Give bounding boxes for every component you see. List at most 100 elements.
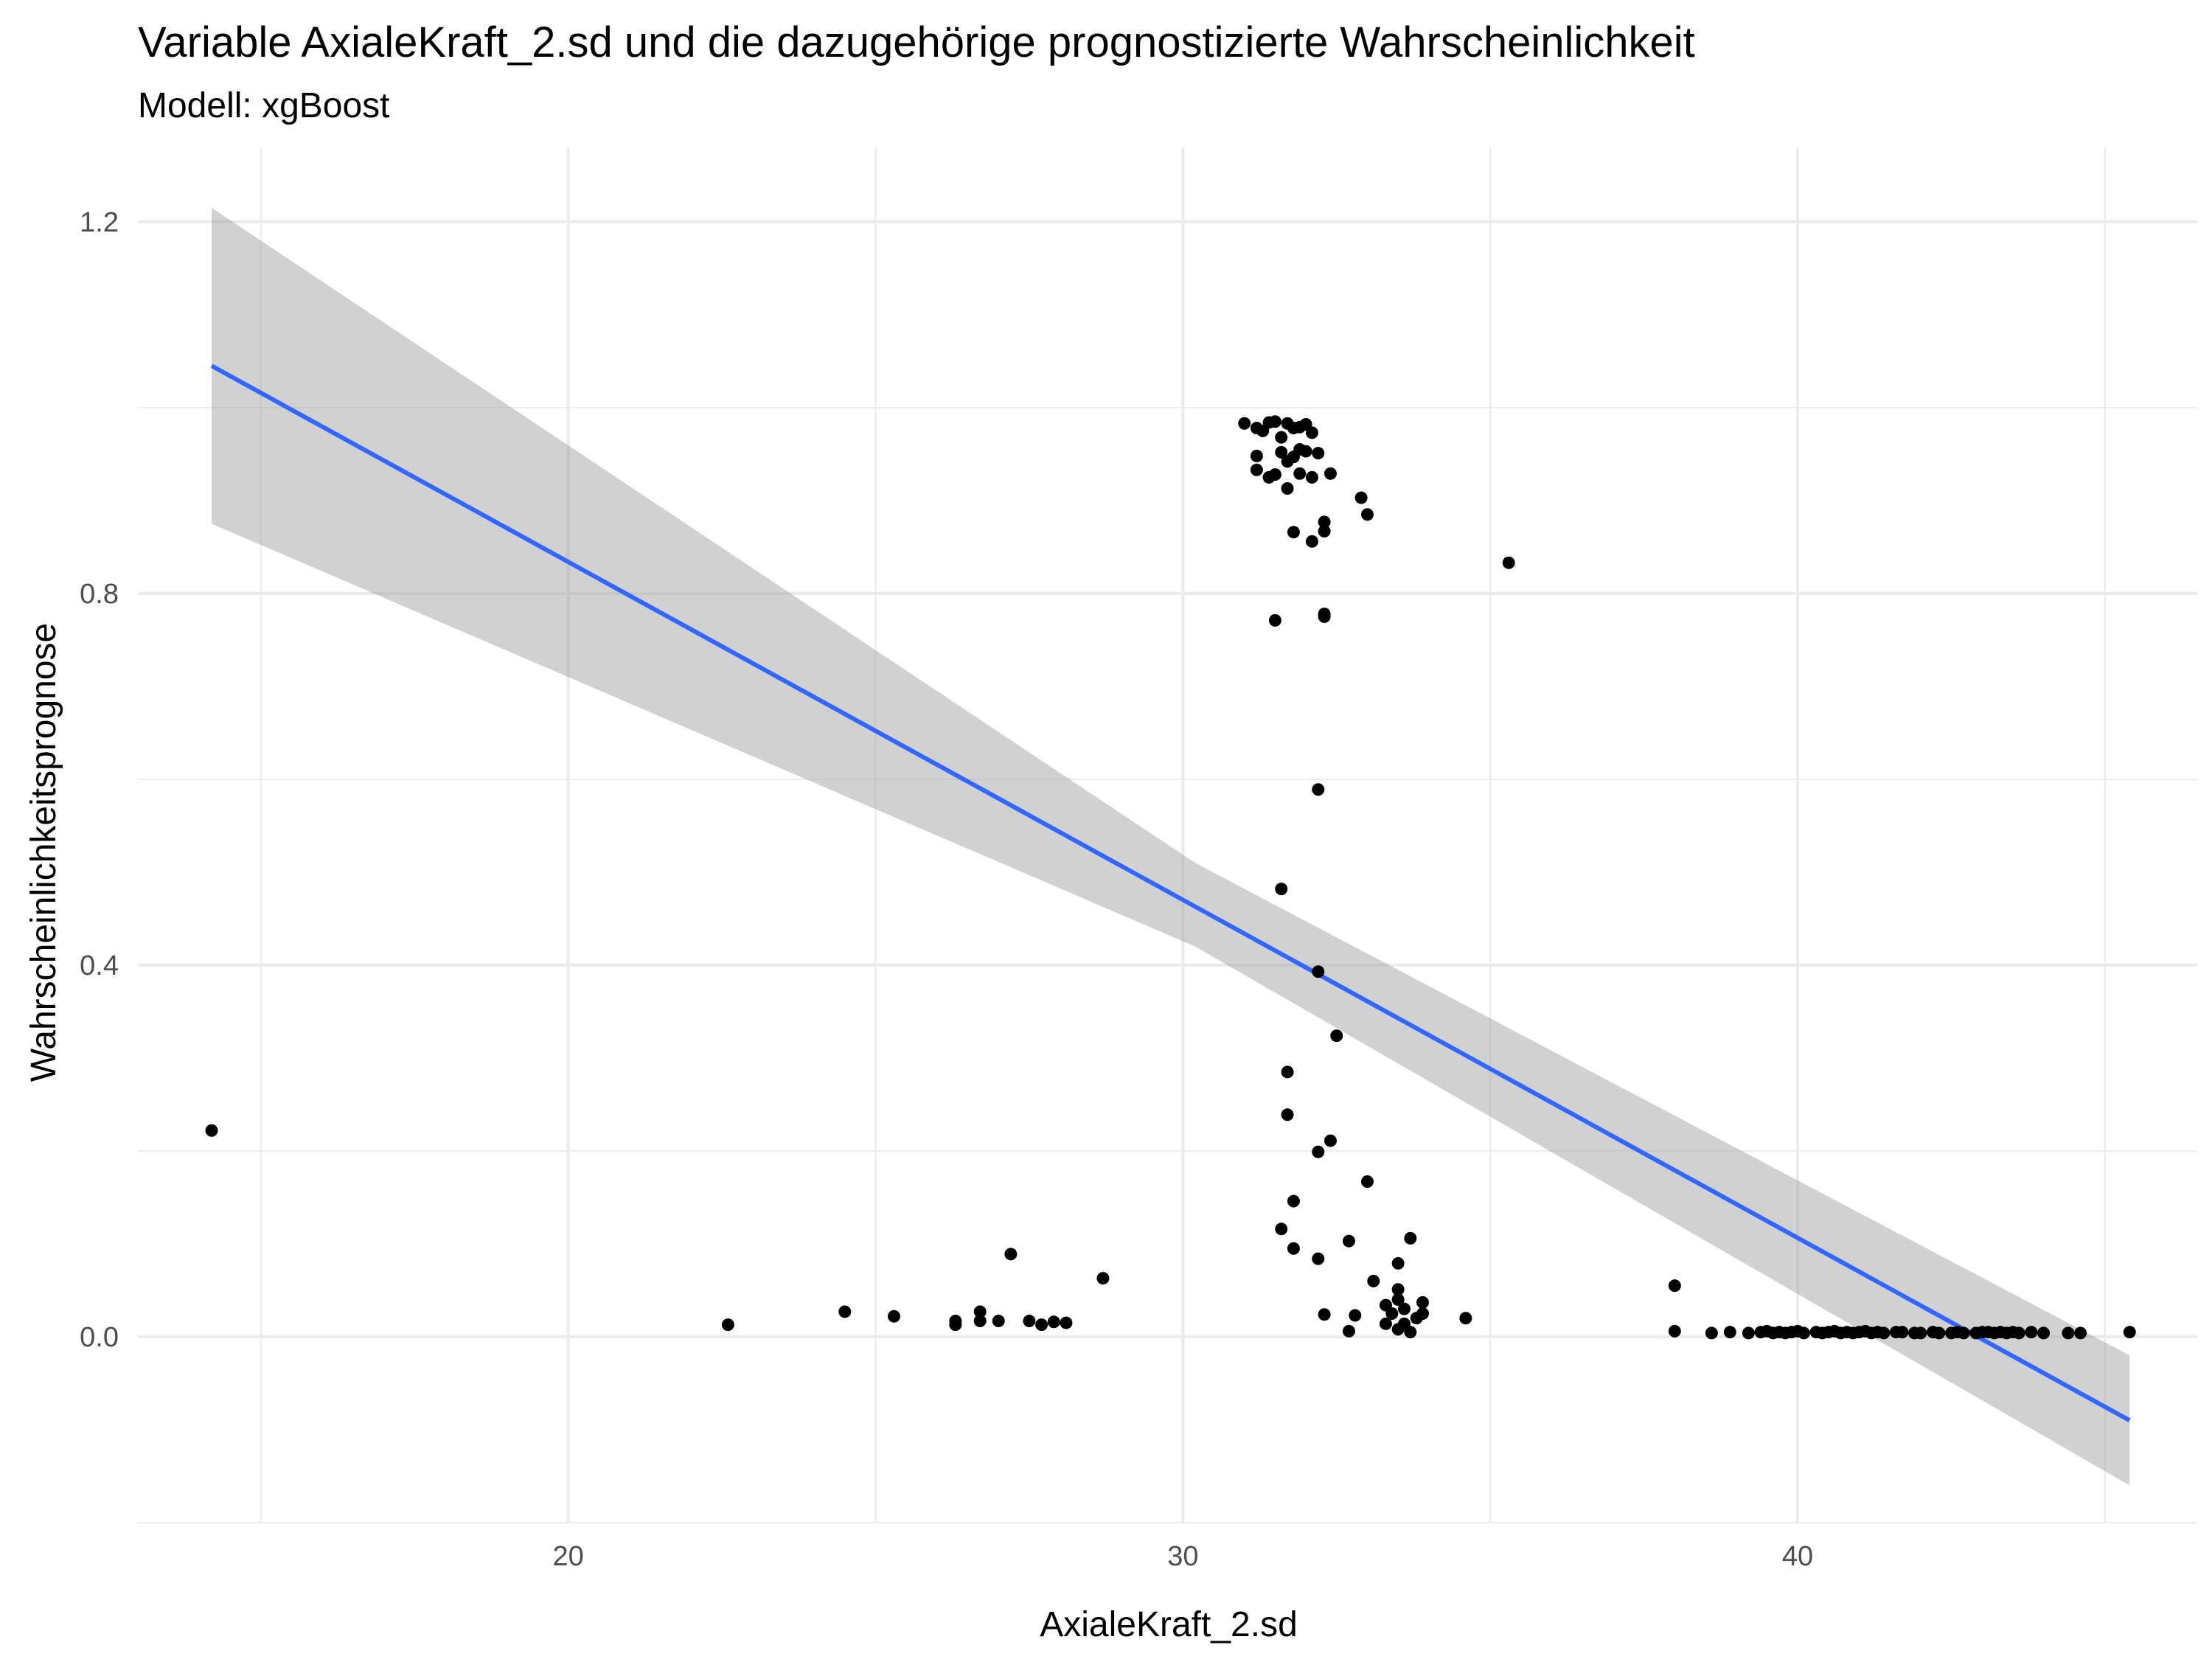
x-axis-title: AxialeKraft_2.sd: [1040, 1605, 1298, 1644]
data-point: [1723, 1326, 1736, 1339]
data-point: [1250, 463, 1263, 476]
data-point: [1287, 526, 1300, 539]
data-point: [1416, 1295, 1429, 1309]
data-point: [1324, 467, 1337, 480]
data-point: [1360, 508, 1374, 521]
data-point: [1238, 417, 1251, 430]
data-point: [1023, 1315, 1036, 1328]
data-point: [1342, 1324, 1355, 1338]
data-point: [1312, 1252, 1325, 1265]
data-point: [1349, 1309, 1362, 1322]
data-point: [973, 1315, 987, 1328]
data-point: [1318, 515, 1331, 529]
data-point: [2074, 1326, 2087, 1340]
data-point: [1312, 965, 1325, 978]
data-point: [1742, 1326, 1755, 1340]
data-point: [838, 1305, 852, 1318]
data-point: [1268, 613, 1281, 627]
data-point: [1305, 535, 1318, 548]
data-point: [1324, 1134, 1337, 1147]
data-point: [1367, 1274, 1380, 1287]
data-point: [1416, 1307, 1429, 1320]
data-point: [1287, 1194, 1300, 1208]
data-point: [1268, 468, 1281, 481]
data-point: [1379, 1317, 1392, 1330]
data-point: [1004, 1248, 1018, 1261]
chart-title: Variable AxialeKraft_2.sd und die dazuge…: [138, 18, 1695, 66]
data-point: [1268, 415, 1281, 428]
data-point: [1047, 1315, 1060, 1329]
x-tick-label: 20: [552, 1541, 583, 1572]
data-point: [1957, 1326, 1970, 1340]
data-point: [1299, 445, 1312, 458]
data-point: [1293, 467, 1307, 480]
data-point: [1397, 1302, 1411, 1315]
data-point: [2037, 1326, 2051, 1340]
data-point: [1312, 447, 1325, 460]
data-point: [1275, 431, 1288, 444]
data-point: [1060, 1316, 1073, 1329]
data-point: [1385, 1307, 1399, 1320]
data-point: [1877, 1326, 1891, 1340]
x-tick-label: 40: [1782, 1541, 1813, 1572]
data-point: [1312, 1145, 1325, 1158]
data-point: [973, 1305, 987, 1318]
data-point: [1391, 1256, 1405, 1270]
points-layer: [205, 415, 2136, 1340]
data-point: [1391, 1323, 1405, 1336]
y-tick-label: 0.0: [80, 1322, 119, 1353]
data-point: [1668, 1324, 1681, 1338]
data-point: [1287, 1242, 1300, 1255]
chart-subtitle: Modell: xgBoost: [138, 86, 390, 125]
data-point: [1330, 1029, 1343, 1043]
data-point: [1312, 783, 1325, 796]
confidence-band: [212, 207, 2130, 1486]
data-point: [1391, 1283, 1405, 1296]
data-point: [1275, 883, 1288, 896]
data-point: [1360, 1175, 1374, 1189]
fit-line: [210, 364, 2131, 1423]
data-point: [1354, 491, 1368, 504]
data-point: [1318, 524, 1331, 538]
data-point: [1250, 449, 1263, 462]
data-point: [1896, 1326, 1909, 1339]
y-axis-title: Wahrscheinlichkeitsprognose: [24, 623, 63, 1082]
data-point: [2025, 1326, 2038, 1339]
confidence-band-layer: [212, 207, 2130, 1486]
y-tick-label: 0.4: [80, 950, 119, 981]
data-point: [949, 1315, 962, 1328]
data-point: [1275, 1222, 1288, 1236]
data-point: [1914, 1326, 1927, 1340]
data-point: [1342, 1234, 1355, 1248]
data-point: [1797, 1326, 1810, 1340]
x-tick-label: 30: [1167, 1541, 1198, 1572]
y-tick-label: 0.8: [80, 579, 119, 610]
data-point: [2062, 1326, 2075, 1340]
data-point: [1318, 1308, 1331, 1321]
data-point: [1391, 1293, 1405, 1307]
data-point: [992, 1315, 1005, 1328]
tick-labels: 20 30 40 0.0 0.4 0.8 1.2: [80, 207, 1813, 1572]
data-point: [1281, 481, 1294, 495]
data-point: [1459, 1312, 1472, 1325]
data-point: [1404, 1231, 1417, 1245]
data-point: [1096, 1272, 1110, 1285]
data-point: [1035, 1318, 1048, 1332]
data-point: [1281, 1108, 1294, 1121]
data-point: [1305, 470, 1318, 484]
fit-line-layer: [210, 364, 2131, 1423]
data-point: [721, 1318, 734, 1332]
data-point: [1705, 1326, 1718, 1340]
data-point: [1404, 1326, 1417, 1339]
data-point: [1318, 608, 1331, 621]
y-tick-label: 1.2: [80, 207, 119, 238]
data-point: [1281, 1065, 1294, 1079]
data-point: [2012, 1326, 2025, 1340]
data-point: [1933, 1326, 1946, 1340]
data-point: [1668, 1279, 1681, 1293]
data-point: [1502, 556, 1515, 569]
data-point: [2123, 1326, 2136, 1339]
data-point: [1305, 426, 1318, 439]
data-point: [1275, 445, 1288, 459]
